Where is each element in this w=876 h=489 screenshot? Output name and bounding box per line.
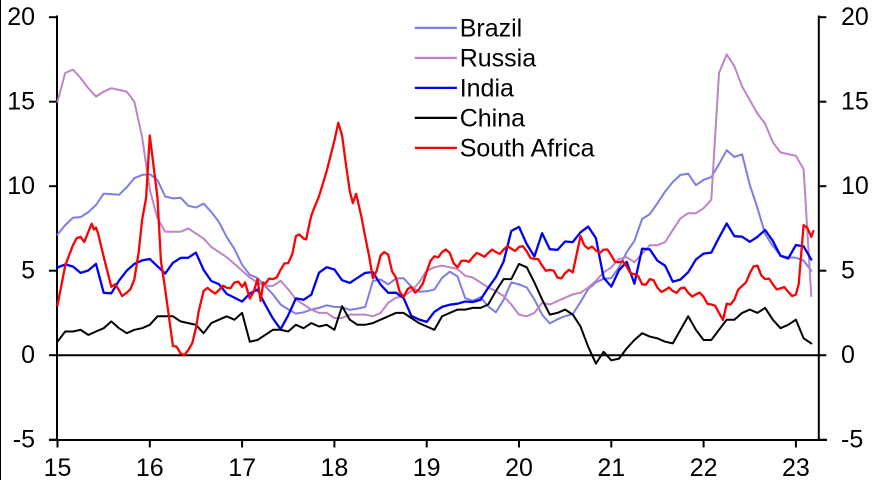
svg-text:20: 20 — [7, 3, 35, 31]
svg-text:China: China — [460, 104, 525, 132]
svg-text:16: 16 — [136, 454, 164, 482]
svg-text:0: 0 — [841, 341, 855, 369]
svg-text:18: 18 — [320, 454, 348, 482]
svg-text:15: 15 — [841, 88, 869, 116]
svg-text:-5: -5 — [841, 426, 863, 454]
svg-text:Russia: Russia — [460, 44, 537, 72]
svg-text:15: 15 — [7, 88, 35, 116]
svg-text:South Africa: South Africa — [460, 134, 595, 162]
svg-text:10: 10 — [841, 172, 869, 200]
svg-text:20: 20 — [505, 454, 533, 482]
svg-text:15: 15 — [44, 454, 72, 482]
svg-text:23: 23 — [782, 454, 810, 482]
svg-text:-5: -5 — [13, 426, 35, 454]
svg-text:Brazil: Brazil — [460, 14, 523, 42]
svg-text:5: 5 — [21, 257, 35, 285]
svg-text:India: India — [460, 74, 514, 102]
svg-text:17: 17 — [228, 454, 256, 482]
svg-text:20: 20 — [841, 3, 869, 31]
svg-text:0: 0 — [21, 341, 35, 369]
svg-text:22: 22 — [690, 454, 718, 482]
svg-text:10: 10 — [7, 172, 35, 200]
svg-text:21: 21 — [597, 454, 625, 482]
svg-text:19: 19 — [413, 454, 441, 482]
svg-text:5: 5 — [841, 257, 855, 285]
